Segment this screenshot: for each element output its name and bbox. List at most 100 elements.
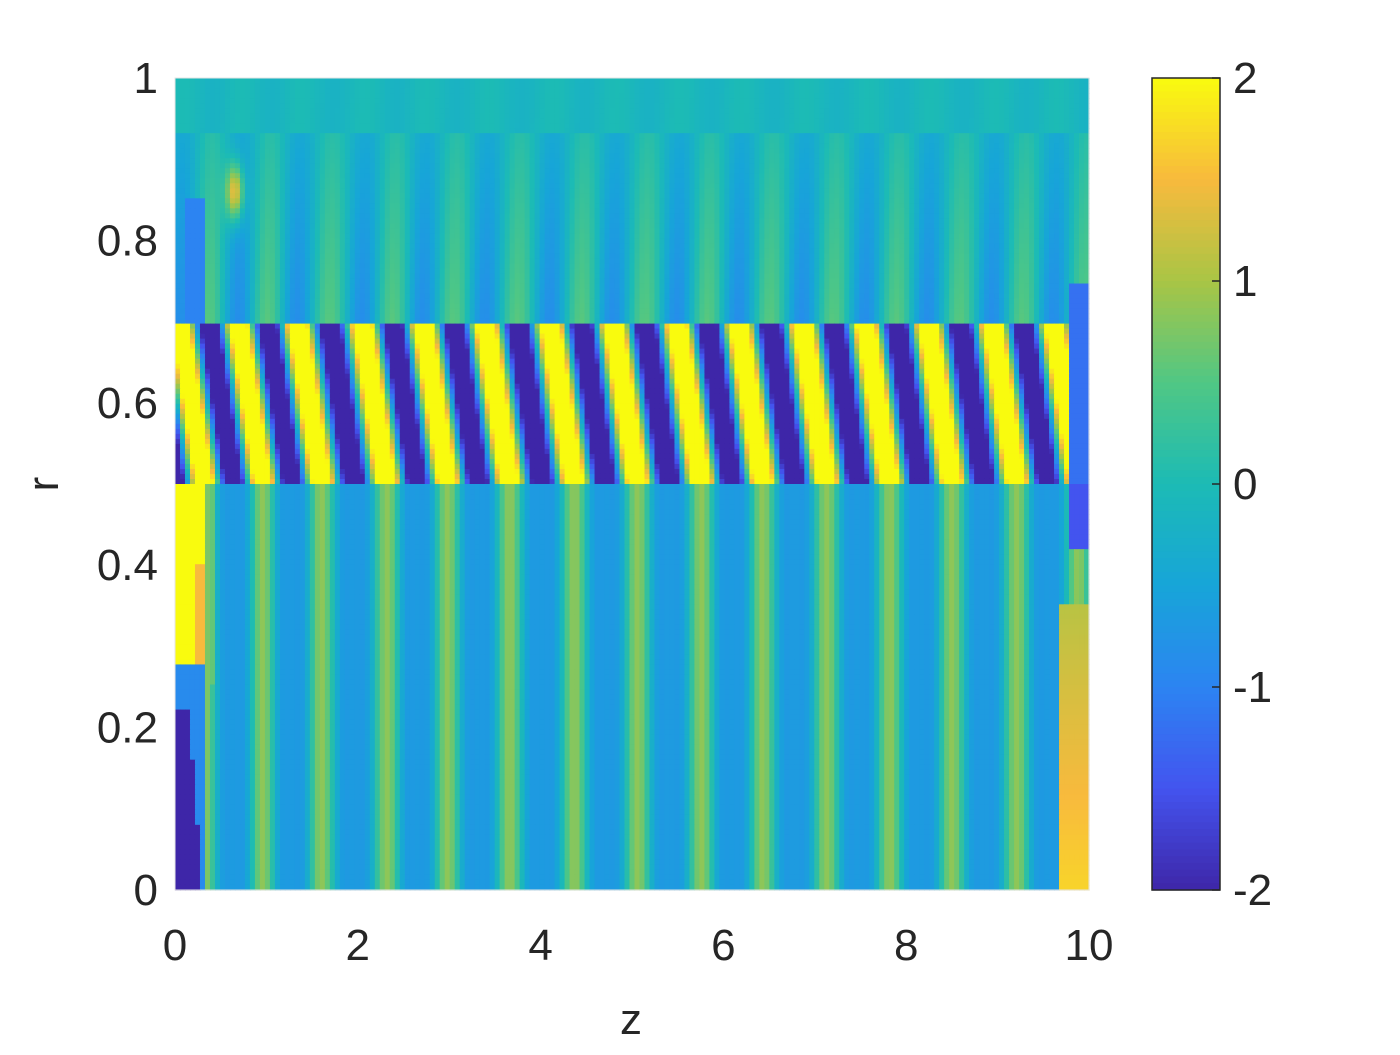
heatmap-cell — [294, 108, 301, 114]
heatmap-cell — [694, 103, 701, 109]
heatmap-cell — [484, 163, 491, 169]
heatmap-cell — [564, 178, 571, 184]
heatmap-cell — [764, 178, 770, 184]
heatmap-cell — [304, 83, 311, 89]
heatmap-cell — [329, 168, 336, 174]
heatmap-cell — [764, 208, 770, 214]
heatmap-cell — [929, 103, 935, 109]
heatmap-cell — [249, 118, 256, 124]
heatmap-cell — [889, 143, 895, 149]
heatmap-cell — [1034, 83, 1040, 89]
heatmap-cell — [224, 98, 231, 104]
heatmap-cell — [229, 133, 236, 139]
heatmap-cell — [849, 198, 855, 204]
heatmap-cell — [944, 113, 950, 119]
heatmap-cell — [744, 118, 750, 124]
heatmap-cell — [554, 183, 561, 189]
heatmap-cell — [454, 113, 461, 119]
heatmap-cell — [464, 118, 471, 124]
heatmap-cell — [1074, 118, 1080, 124]
heatmap-cell — [944, 78, 950, 84]
heatmap-cell — [749, 158, 755, 164]
heatmap-cell — [794, 178, 800, 184]
heatmap-cell — [254, 193, 261, 199]
heatmap-cell — [1034, 138, 1040, 144]
heatmap-cell — [274, 83, 281, 89]
heatmap-cell — [794, 173, 800, 179]
heatmap-cell — [584, 158, 591, 164]
heatmap-cell — [329, 143, 336, 149]
heatmap-cell — [464, 98, 471, 104]
heatmap-cell — [649, 138, 656, 144]
heatmap-cell — [799, 198, 805, 204]
heatmap-cell — [699, 148, 706, 154]
heatmap-cell — [524, 168, 531, 174]
heatmap-cell — [1064, 98, 1070, 104]
heatmap-cell — [609, 98, 616, 104]
heatmap-cell — [334, 198, 341, 204]
heatmap-cell — [194, 163, 201, 169]
heatmap-cell — [294, 203, 301, 209]
heatmap-cell — [854, 193, 860, 199]
heatmap-cell — [559, 113, 566, 119]
heatmap-cell — [1069, 208, 1075, 214]
heatmap-cell — [414, 118, 421, 124]
heatmap-cell — [1024, 173, 1030, 179]
heatmap-cell — [779, 168, 785, 174]
heatmap-cell — [449, 178, 456, 184]
heatmap-cell — [804, 148, 810, 154]
heatmap-cell — [259, 118, 266, 124]
heatmap-cell — [484, 203, 491, 209]
heatmap-cell — [1084, 178, 1090, 184]
heatmap-cell — [214, 163, 221, 169]
heatmap-cell — [1029, 183, 1035, 189]
heatmap-cell — [374, 113, 381, 119]
heatmap-cell — [294, 198, 301, 204]
heatmap-cell — [269, 108, 276, 114]
heatmap-cell — [234, 128, 241, 134]
heatmap-cell — [969, 188, 975, 194]
heatmap-cell — [854, 208, 860, 214]
heatmap-cell — [854, 143, 860, 149]
heatmap-cell — [814, 198, 820, 204]
heatmap-cell — [504, 103, 511, 109]
heatmap-cell — [494, 158, 501, 164]
heatmap-cell — [479, 198, 486, 204]
heatmap-cell — [379, 168, 386, 174]
heatmap-cell — [634, 148, 641, 154]
heatmap-cell — [589, 158, 596, 164]
heatmap-cell — [994, 133, 1000, 139]
heatmap-cell — [634, 183, 641, 189]
heatmap-cell — [624, 128, 631, 134]
heatmap-cell — [399, 108, 406, 114]
heatmap-cell — [199, 173, 206, 179]
heatmap-cell — [414, 168, 421, 174]
heatmap-cell — [844, 138, 850, 144]
heatmap-cell — [1084, 188, 1090, 194]
heatmap-cell — [954, 178, 960, 184]
heatmap-cell — [229, 198, 236, 204]
heatmap-cell — [629, 128, 636, 134]
heatmap-cell — [989, 78, 995, 84]
heatmap-cell — [769, 138, 775, 144]
heatmap-cell — [244, 88, 251, 94]
heatmap-cell — [1024, 168, 1030, 174]
heatmap-cell — [684, 173, 691, 179]
heatmap-cell — [589, 168, 596, 174]
heatmap-cell — [1039, 93, 1045, 99]
heatmap-cell — [799, 138, 805, 144]
heatmap-cell — [319, 163, 326, 169]
heatmap-cell — [654, 178, 661, 184]
heatmap-cell — [594, 88, 601, 94]
heatmap-cell — [849, 93, 855, 99]
heatmap-cell — [929, 148, 935, 154]
heatmap-cell — [969, 128, 975, 134]
heatmap-cell — [549, 88, 556, 94]
heatmap-cell — [509, 193, 516, 199]
heatmap-cell — [879, 93, 885, 99]
heatmap-cell — [644, 108, 651, 114]
heatmap-cell — [339, 203, 346, 209]
heatmap-cell — [754, 88, 760, 94]
heatmap-cell — [859, 188, 865, 194]
heatmap-cell — [369, 103, 376, 109]
